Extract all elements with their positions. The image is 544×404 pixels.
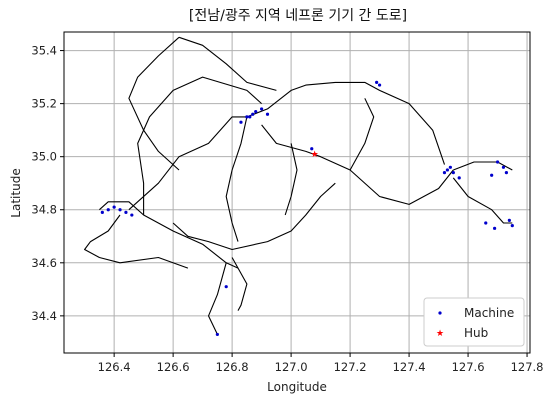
machine-point	[457, 176, 461, 180]
x-tick-label: 127.6	[452, 360, 485, 374]
machine-point	[375, 80, 379, 85]
machine-point	[504, 171, 509, 175]
machine-point	[377, 83, 382, 87]
x-tick-label: 127.4	[393, 360, 426, 374]
machine-point	[130, 213, 134, 217]
road-line	[453, 161, 513, 171]
road-network	[84, 36, 513, 335]
legend-hub-marker: ★	[436, 329, 444, 339]
machine-point	[490, 173, 494, 177]
legend-machine-label: Machine	[464, 306, 514, 320]
road-line	[246, 81, 446, 165]
chart-title: [전남/광주 지역 네프론 기기 간 도로]	[189, 8, 407, 24]
road-line	[452, 177, 513, 224]
y-tick-label: 35.4	[31, 44, 57, 58]
machine-point	[310, 147, 314, 151]
machine-point	[118, 208, 122, 212]
x-axis-title: Longitude	[267, 380, 327, 394]
machine-point	[239, 120, 243, 124]
legend-box	[423, 297, 525, 347]
machine-point	[448, 165, 452, 169]
axis-ticks: 126.4 126.6 126.8 127.0 127.2 127.4 127.6 127.8…	[31, 44, 543, 374]
machine-point	[265, 112, 270, 116]
y-tick-label: 34.6	[31, 256, 57, 270]
machine-point	[510, 224, 514, 228]
road-line	[128, 116, 247, 211]
road-line	[207, 262, 227, 335]
y-tick-label: 35.2	[31, 97, 57, 111]
machine-point	[100, 210, 104, 214]
y-tick-label: 35.0	[31, 150, 57, 164]
road-line	[231, 257, 248, 311]
grid	[64, 32, 530, 353]
road-line	[99, 201, 239, 269]
x-tick-label: 126.6	[157, 360, 190, 374]
plot-frame	[63, 31, 531, 354]
machine-point	[245, 115, 249, 119]
machine-point	[451, 171, 455, 175]
x-tick-label: 127.2	[334, 360, 367, 374]
y-tick-label: 34.4	[31, 309, 57, 323]
road-line	[284, 143, 298, 216]
road-line	[261, 124, 454, 205]
data-points: ★	[100, 80, 514, 337]
machine-point	[484, 221, 488, 225]
machine-point	[260, 107, 264, 111]
hub-point: ★	[311, 150, 319, 160]
road-line	[349, 98, 375, 171]
legend: Machine ★ Hub	[423, 297, 525, 347]
machine-point	[215, 332, 219, 337]
road-line	[128, 36, 180, 171]
road-line	[137, 76, 262, 215]
machine-point	[248, 115, 252, 119]
machine-point	[224, 285, 228, 289]
machine-point	[501, 165, 506, 169]
legend-machine-marker	[438, 311, 442, 315]
x-tick-label: 127.0	[275, 360, 308, 374]
y-tick-label: 34.8	[31, 203, 57, 217]
road-line	[178, 36, 277, 91]
machine-point	[495, 160, 500, 164]
machine-point	[445, 168, 450, 172]
machine-point	[493, 226, 497, 230]
machine-point	[442, 171, 447, 175]
machine-point	[251, 112, 255, 116]
x-tick-label: 127.8	[511, 360, 544, 374]
legend-hub-label: Hub	[464, 326, 488, 340]
road-line	[172, 182, 336, 251]
machine-point	[106, 208, 110, 212]
road-line	[84, 214, 189, 269]
y-axis-title: Latitude	[9, 168, 23, 217]
road-line	[225, 116, 248, 242]
x-tick-label: 126.8	[216, 360, 249, 374]
machine-point	[112, 205, 116, 209]
machine-point	[124, 210, 128, 214]
machine-point	[254, 109, 258, 114]
x-tick-label: 126.4	[98, 360, 131, 374]
machine-point	[507, 218, 511, 222]
